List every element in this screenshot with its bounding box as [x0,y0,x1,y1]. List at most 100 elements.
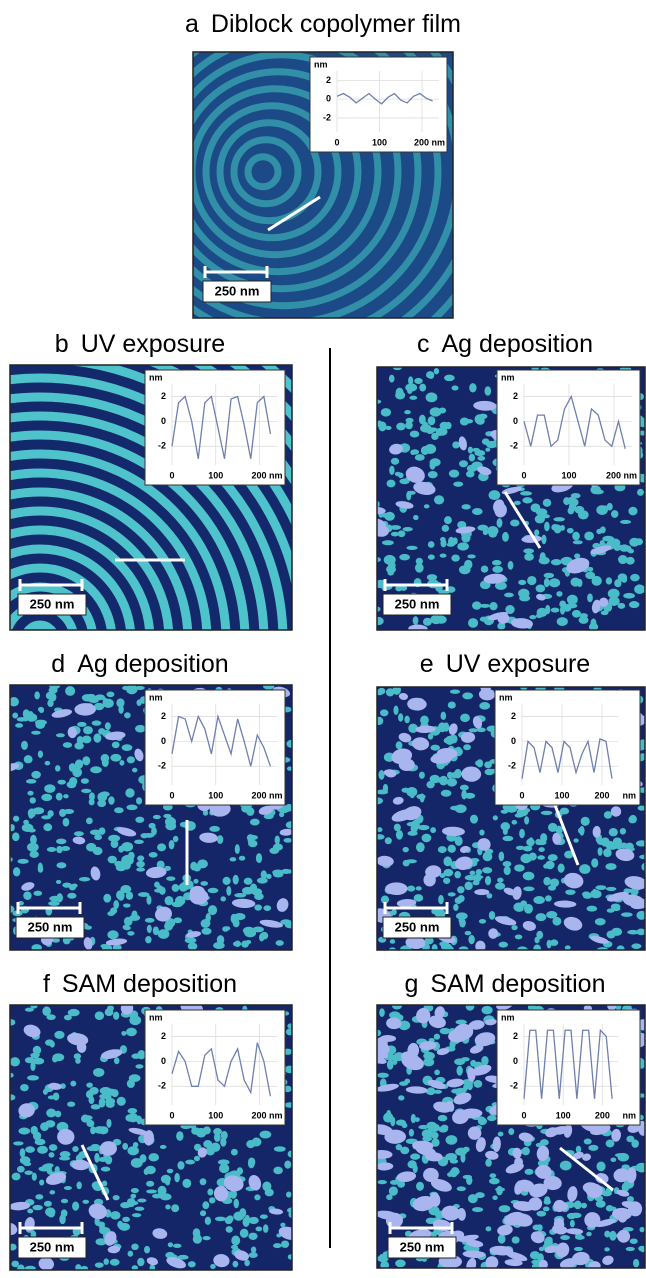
particle [128,1127,148,1136]
particle [474,889,490,896]
grain [247,1158,255,1169]
grain [440,943,452,950]
grain [615,1005,622,1011]
x-tick-label: 200 [594,790,609,800]
grain [447,892,456,897]
grain [393,705,399,716]
grain [90,1126,96,1135]
grain [534,529,540,536]
grain [24,1265,36,1270]
particle [627,1123,641,1133]
grain [637,805,645,811]
particle [588,1261,601,1268]
grain [285,821,292,829]
grain [434,1069,440,1076]
grain [248,1216,259,1225]
grain [423,1057,435,1067]
grain [583,1138,592,1145]
grain [108,796,115,805]
particle [487,611,508,621]
grain [484,768,495,776]
grain [484,875,492,886]
grain [625,556,635,565]
grain [386,1059,394,1070]
grain [37,706,44,712]
grain [547,822,558,832]
grain [584,531,594,541]
grain [120,885,132,894]
grain [60,846,71,852]
grain [497,1131,504,1137]
particle [567,1186,578,1202]
grain [579,825,585,836]
grain [566,527,574,534]
grain [389,465,395,476]
grain [498,1205,511,1213]
grain [100,943,108,949]
grain [43,823,53,832]
grain [515,845,525,850]
grain [508,1128,515,1135]
grain [272,843,283,851]
grain [422,617,432,626]
y-tick-label: 0 [161,736,166,746]
grain [449,689,461,694]
grain [58,1156,71,1161]
grain [207,1188,214,1196]
particle [613,1168,630,1183]
grain [429,407,442,417]
panel: d Ag deposition 250 nm nm 2 0 -2 0 100 200 nm [9,650,293,951]
particle [538,1259,548,1268]
grain [24,1170,33,1175]
grain [116,1096,126,1106]
particle [584,1212,601,1228]
grain [438,894,444,905]
grain [496,518,503,528]
grain [527,1005,537,1011]
grain [470,1059,477,1067]
y-tick-label: -2 [323,112,331,122]
y-unit: nm [149,692,163,702]
grain [48,1152,55,1158]
grain [30,1005,38,1009]
grain [31,1172,37,1181]
panel-letter: d [51,650,65,678]
grain [379,709,389,717]
grain [124,712,131,719]
grain [238,855,246,861]
particle [488,928,499,939]
grain [464,881,473,891]
particle [67,726,77,739]
scale-label: 250 nm [400,1239,445,1254]
particle [377,1162,394,1171]
grain [63,794,69,799]
particle [553,900,577,908]
y-tick-label: -2 [158,1081,166,1091]
grain [560,1234,570,1241]
particle [468,1020,485,1030]
grain [591,575,602,586]
grain [205,912,211,923]
particle [522,920,536,931]
panel-title: e UV exposure [420,650,590,678]
grain [581,1202,587,1209]
grain [475,1192,485,1199]
grain [511,924,518,931]
grain [10,824,15,832]
grain [286,1191,292,1198]
particle [457,1207,466,1221]
grain [431,432,439,441]
grain [404,715,410,724]
x-tick-label: 0 [519,790,524,800]
particle [485,1150,499,1160]
grain [35,1194,44,1200]
grain [439,553,447,558]
grain [157,929,170,939]
grain [587,593,593,603]
grain [390,457,400,465]
grain [426,1121,438,1130]
grain [135,816,145,823]
grain [399,1081,409,1086]
grain [104,1008,114,1017]
grain [18,1127,31,1135]
